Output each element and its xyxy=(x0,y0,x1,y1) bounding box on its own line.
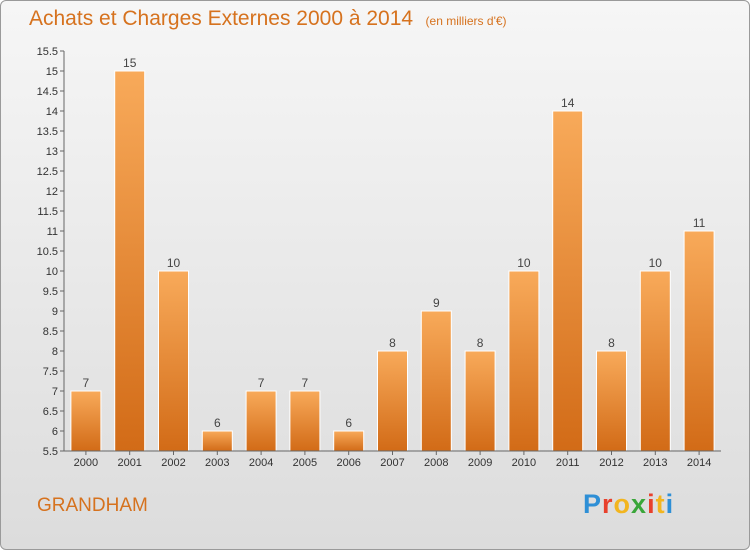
logo-letter: x xyxy=(631,489,648,519)
x-tick-label: 2007 xyxy=(380,457,404,469)
chart-title: Achats et Charges Externes 2000 à 2014 (… xyxy=(29,7,507,31)
bar-value-label: 7 xyxy=(302,376,309,390)
x-tick-label: 2004 xyxy=(249,457,273,469)
x-tick-label: 2010 xyxy=(512,457,536,469)
bars-group: 7 15 10 6 7 7 6 8 9 8 10 14 8 10 11 xyxy=(70,56,715,452)
bar-value-label: 6 xyxy=(345,416,352,430)
bar-2013 xyxy=(639,270,671,452)
y-tick-label: 5.5 xyxy=(43,446,58,458)
x-tick-label: 2011 xyxy=(556,457,580,469)
bar-value-label: 15 xyxy=(123,56,137,70)
bar-value-label: 6 xyxy=(214,416,221,430)
logo-letter: r xyxy=(602,489,614,519)
x-tick-label: 2014 xyxy=(687,457,711,469)
x-tick-label: 2003 xyxy=(205,457,229,469)
bar-2014 xyxy=(683,230,715,452)
axes-group: 2000 2001 2002 2003 2004 2005 2006 2007 2008 2009… xyxy=(37,46,721,469)
y-tick-label: 15 xyxy=(46,66,58,78)
logo-letter: P xyxy=(583,489,603,519)
y-tick-label: 7 xyxy=(52,386,58,398)
x-tick-label: 2013 xyxy=(643,457,667,469)
bar-2009 xyxy=(464,350,496,452)
bar-value-label: 8 xyxy=(608,336,615,350)
bar-2008 xyxy=(420,310,452,452)
x-tick-label: 2001 xyxy=(117,457,141,469)
x-tick-label: 2012 xyxy=(599,457,623,469)
y-tick-label: 13 xyxy=(46,146,58,158)
bar-value-label: 7 xyxy=(83,376,90,390)
y-tick-label: 10.5 xyxy=(37,246,58,258)
y-tick-label: 11.5 xyxy=(37,206,58,218)
x-tick-label: 2005 xyxy=(293,457,317,469)
bar-2002 xyxy=(158,270,189,452)
bar-2011 xyxy=(552,110,584,452)
x-tick-label: 2008 xyxy=(424,457,448,469)
y-tick-label: 15.5 xyxy=(37,46,58,58)
y-tick-label: 11 xyxy=(47,226,58,238)
bar-value-label: 8 xyxy=(477,336,484,350)
bar-2007 xyxy=(377,350,408,452)
bar-2000 xyxy=(70,390,102,452)
bar-2001 xyxy=(114,70,146,452)
y-tick-label: 9 xyxy=(52,306,58,318)
x-tick-label: 2000 xyxy=(74,457,98,469)
commune-name: GRANDHAM xyxy=(37,495,148,516)
bar-value-label: 14 xyxy=(561,96,575,110)
y-tick-label: 6.5 xyxy=(43,406,58,418)
bar-2003 xyxy=(201,430,233,452)
bar-value-label: 9 xyxy=(433,296,440,310)
y-tick-label: 14.5 xyxy=(37,86,58,98)
y-tick-label: 12.5 xyxy=(37,166,58,178)
y-tick-label: 7.5 xyxy=(43,366,58,378)
bar-2012 xyxy=(596,350,627,452)
bar-value-label: 11 xyxy=(693,216,706,230)
logo-letter: i xyxy=(647,489,656,519)
chart-unit-text: (en milliers d'€) xyxy=(425,14,507,28)
bar-value-label: 10 xyxy=(167,256,181,270)
logo-letter: t xyxy=(655,489,666,519)
bar-value-label: 10 xyxy=(517,256,531,270)
y-tick-label: 12 xyxy=(46,186,58,198)
y-tick-label: 6 xyxy=(52,426,58,438)
bar-2010 xyxy=(508,270,540,452)
bar-2004 xyxy=(245,390,277,452)
x-tick-label: 2002 xyxy=(161,457,185,469)
bar-value-label: 7 xyxy=(258,376,265,390)
y-tick-label: 8 xyxy=(52,346,58,358)
y-tick-label: 13.5 xyxy=(37,126,58,138)
y-tick-label: 8.5 xyxy=(43,326,58,338)
bar-2005 xyxy=(289,390,321,452)
chart-title-text: Achats et Charges Externes 2000 à 2014 xyxy=(29,7,414,30)
y-tick-label: 9.5 xyxy=(43,286,58,298)
x-tick-label: 2006 xyxy=(336,457,360,469)
bar-value-label: 8 xyxy=(389,336,396,350)
x-tick-label: 2009 xyxy=(468,457,492,469)
proxiti-logo: Proxiti xyxy=(583,489,674,520)
logo-letter: i xyxy=(665,489,675,519)
bar-value-label: 10 xyxy=(649,256,663,270)
logo-letter: o xyxy=(613,489,632,519)
y-tick-label: 14 xyxy=(46,106,58,118)
y-tick-label: 10 xyxy=(46,266,58,278)
bar-2006 xyxy=(333,430,365,452)
